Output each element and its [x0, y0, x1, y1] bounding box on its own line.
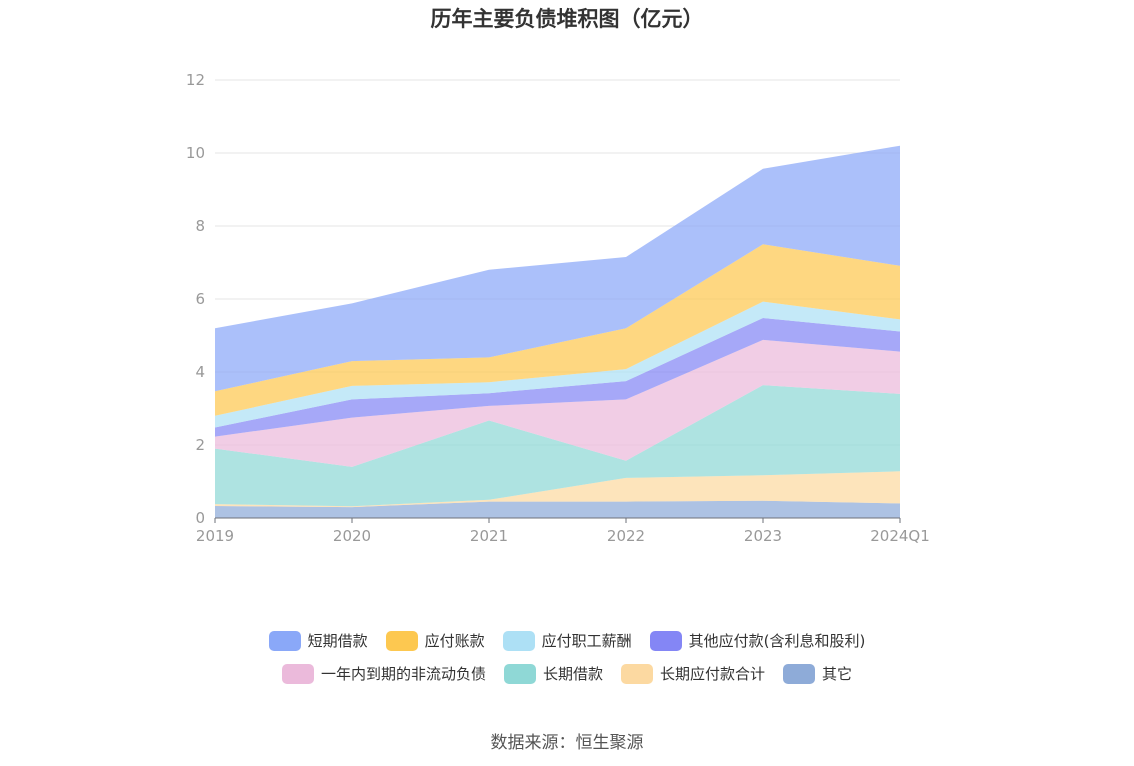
legend-swatch	[621, 663, 653, 684]
x-tick-label: 2019	[196, 527, 234, 545]
legend-item[interactable]: 长期应付款合计	[621, 663, 765, 684]
legend-swatch	[783, 663, 816, 684]
legend-swatch	[281, 663, 314, 684]
legend-label: 长期借款	[542, 665, 603, 683]
legend-item[interactable]: 其它	[783, 663, 852, 684]
y-tick-label: 4	[195, 363, 205, 381]
legend-label: 其他应付款(含利息和股利)	[688, 632, 866, 650]
y-axis-ticks: 0 2 4 6 8 10 12	[186, 71, 205, 527]
legend-item[interactable]: 长期借款	[503, 663, 603, 684]
legend-swatch	[502, 630, 535, 651]
x-axis-ticks: 2019 2020 2021 2022 2023 2024Q1	[196, 527, 930, 545]
stacked-area-chart: 0 2 4 6 8 10 12 2019 2020 2021 2022 2023 2024Q1	[186, 71, 930, 545]
y-tick-label: 2	[195, 436, 205, 454]
area-series-3[interactable]	[215, 339, 900, 467]
legend: 短期借款 应付账款 应付职工薪酬 其他应付款(含利息和股利) 一年内到期的非流动负债 长期…	[0, 630, 1134, 696]
legend-swatch	[268, 630, 301, 651]
y-tick-label: 8	[195, 217, 205, 235]
y-tick-label: 0	[195, 509, 205, 527]
area-series-2[interactable]	[215, 385, 900, 507]
y-tick-label: 6	[195, 290, 205, 308]
x-tick-label: 2023	[744, 527, 782, 545]
legend-item[interactable]: 短期借款	[268, 630, 368, 651]
legend-swatch	[385, 630, 418, 651]
area-series-4[interactable]	[215, 318, 900, 437]
area-series	[215, 145, 900, 518]
legend-label: 其它	[822, 665, 853, 683]
area-series-6[interactable]	[215, 244, 900, 416]
area-series-0[interactable]	[215, 500, 900, 518]
legend-item[interactable]: 应付职工薪酬	[502, 630, 632, 651]
x-axis	[214, 517, 901, 523]
legend-swatch	[649, 630, 682, 651]
y-tick-label: 10	[186, 144, 205, 162]
x-tick-label: 2020	[333, 527, 371, 545]
legend-row: 短期借款 应付账款 应付职工薪酬 其他应付款(含利息和股利)	[0, 630, 1134, 651]
x-tick-label: 2022	[607, 527, 645, 545]
source-note: 数据来源：恒生聚源	[490, 733, 644, 753]
legend-row: 一年内到期的非流动负债 长期借款 长期应付款合计 其它	[0, 663, 1134, 684]
legend-label: 一年内到期的非流动负债	[320, 665, 486, 683]
legend-label: 长期应付款合计	[660, 665, 766, 683]
chart-title: 历年主要负债堆积图（亿元）	[430, 7, 704, 31]
x-tick-label: 2021	[470, 527, 508, 545]
legend-swatch	[503, 663, 536, 684]
area-series-1[interactable]	[215, 471, 900, 508]
legend-item[interactable]: 一年内到期的非流动负债	[281, 663, 486, 684]
legend-label: 应付职工薪酬	[541, 632, 632, 650]
legend-label: 短期借款	[307, 632, 368, 650]
area-series-7[interactable]	[215, 145, 900, 392]
x-tick-label: 2024Q1	[870, 527, 930, 545]
legend-item[interactable]: 其他应付款(含利息和股利)	[649, 630, 866, 651]
legend-item[interactable]: 应付账款	[385, 630, 485, 651]
y-tick-label: 12	[186, 71, 205, 89]
area-series-5[interactable]	[215, 301, 900, 428]
legend-label: 应付账款	[424, 632, 485, 650]
